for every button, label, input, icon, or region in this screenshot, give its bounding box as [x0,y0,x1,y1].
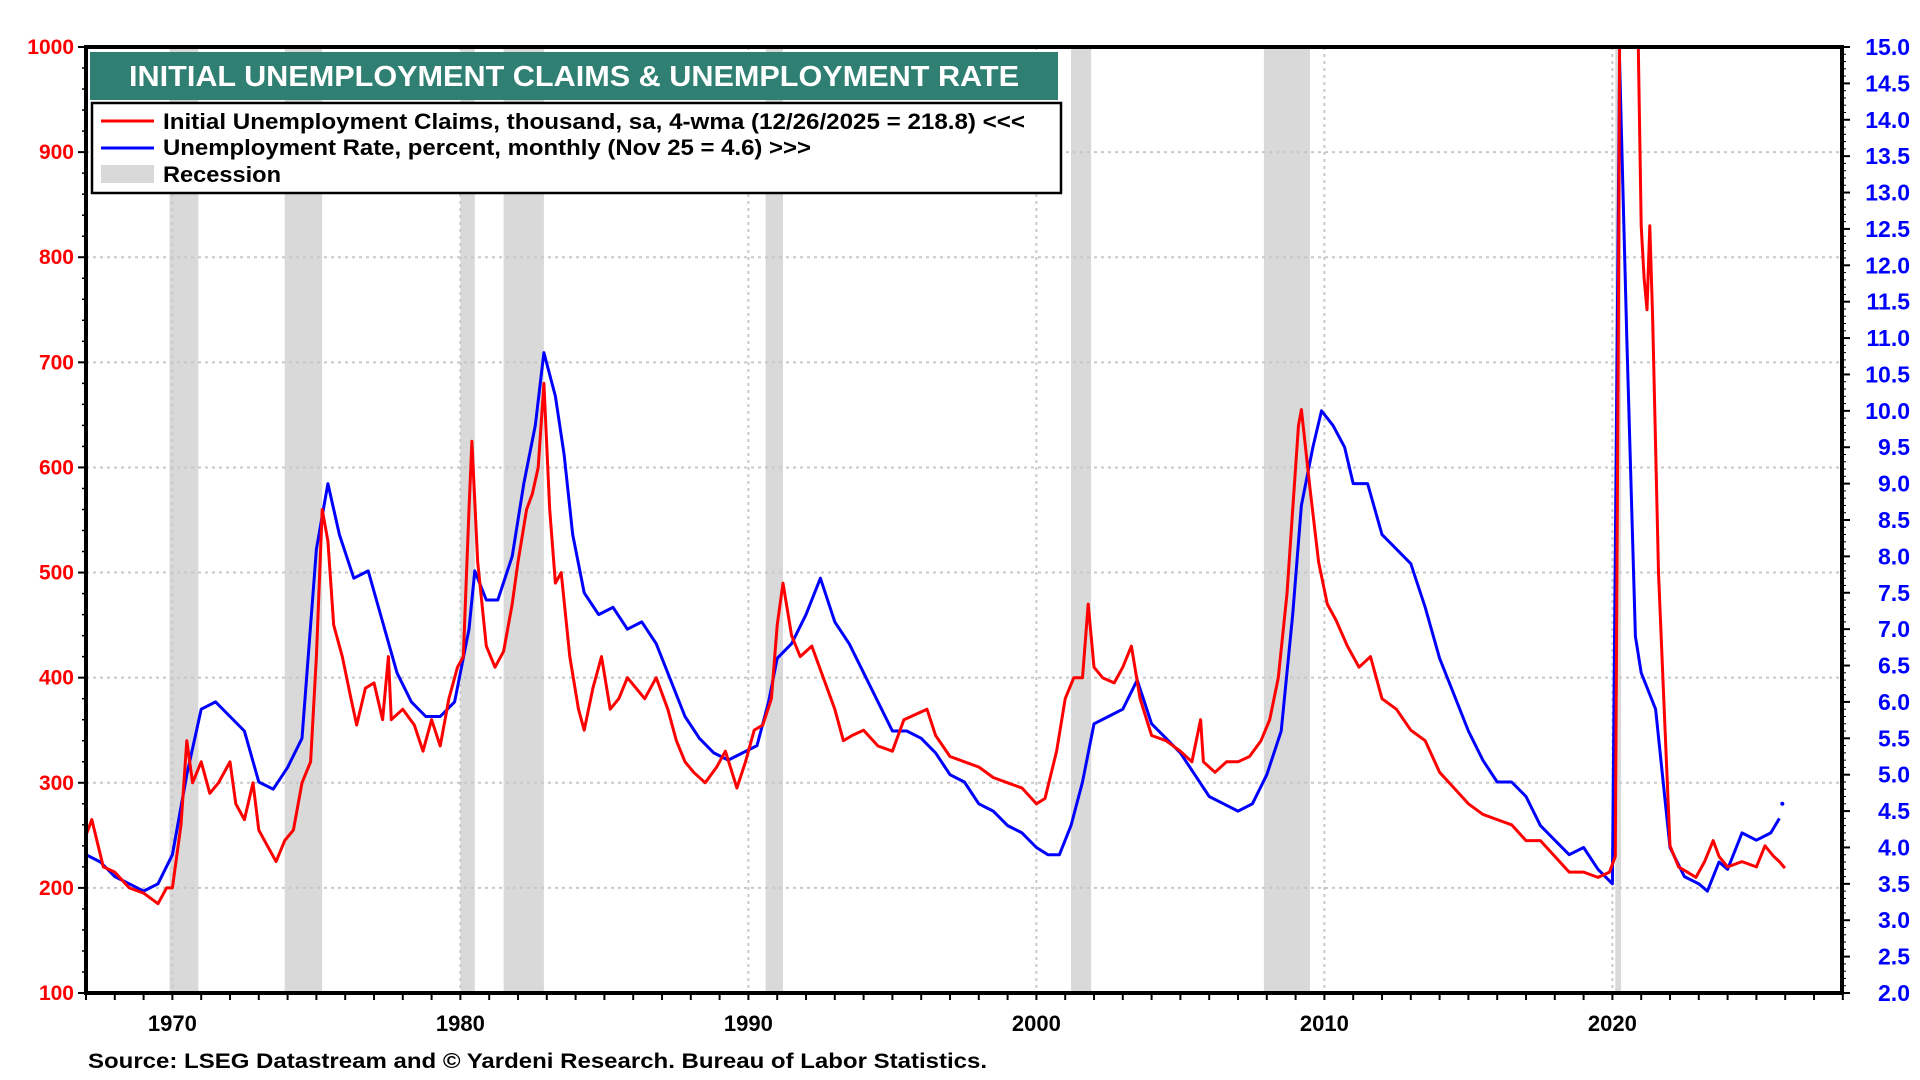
right-tick-label: 6.5 [1878,653,1910,679]
right-tick-label: 8.5 [1878,507,1910,533]
right-tick-label: 8.0 [1878,543,1910,569]
left-tick-label: 200 [39,877,74,900]
right-tick-label: 11.5 [1867,289,1911,315]
right-tick-label: 11.0 [1867,325,1911,351]
x-tick-label: 2020 [1588,1011,1637,1036]
left-tick-label: 600 [39,456,74,479]
right-tick-label: 15.0 [1865,34,1910,60]
right-tick-label: 7.0 [1878,616,1910,642]
right-tick-label: 10.0 [1865,398,1910,424]
left-tick-label: 1000 [27,36,74,59]
right-tick-label: 10.5 [1865,361,1910,387]
series-line-unemployment-rate [86,60,1781,893]
right-tick-label: 6.0 [1878,689,1910,715]
x-tick-label: 1990 [724,1011,773,1036]
right-tick-label: 14.0 [1865,107,1910,133]
right-tick-label: 12.0 [1865,252,1910,278]
right-tick-label: 5.5 [1878,725,1910,751]
chart-title: INITIAL UNEMPLOYMENT CLAIMS & UNEMPLOYME… [129,61,1019,93]
left-tick-label: 900 [39,141,74,164]
left-tick-label: 300 [39,772,74,795]
axes: 100 200 300 400 500 600 700 800 900 1000 2.0 2.5 3.0… [27,34,1910,1036]
right-tick-label: 4.0 [1878,834,1910,860]
right-tick-label: 5.0 [1878,762,1910,788]
legend-label-claims: Initial Unemployment Claims, thousand, s… [163,109,1025,134]
right-tick-label: 4.5 [1878,798,1910,824]
legend-swatch-recession [101,165,154,183]
recession-band [765,47,783,993]
right-tick-label: 7.5 [1878,580,1910,606]
recession-band [1070,47,1092,993]
legend-frame [90,101,1063,195]
x-tick-label: 1980 [436,1011,485,1036]
right-tick-label: 12.5 [1865,216,1910,242]
right-tick-label: 3.0 [1878,907,1910,933]
x-tick-label: 1970 [148,1011,197,1036]
right-tick-label: 2.5 [1878,944,1910,970]
right-tick-label: 9.0 [1878,471,1910,497]
recession-band [169,47,199,993]
title-background [90,52,1058,100]
left-tick-label: 700 [39,351,74,374]
right-tick-label: 3.5 [1878,871,1910,897]
chart-title-box: INITIAL UNEMPLOYMENT CLAIMS & UNEMPLOYME… [90,52,1058,100]
series [86,47,1787,906]
left-tick-label: 100 [39,982,74,1005]
right-tick-label: 14.5 [1865,70,1910,96]
source-note: Source: LSEG Datastream and © Yardeni Re… [88,1050,987,1073]
left-tick-label: 800 [39,246,74,269]
last-point-unemployment-rate [1780,801,1785,806]
legend-label-rate: Unemployment Rate, percent, monthly (Nov… [163,135,811,160]
right-tick-label: 2.0 [1878,980,1910,1006]
right-tick-label: 9.5 [1878,434,1910,460]
x-tick-label: 2000 [1012,1011,1061,1036]
series-line-claims [86,47,1787,906]
right-tick-label: 13.5 [1865,143,1910,169]
left-tick-label: 400 [39,667,74,690]
x-tick-label: 2010 [1300,1011,1349,1036]
right-tick-label: 13.0 [1865,180,1910,206]
legend-label-recession: Recession [163,162,281,187]
recession-band [1263,47,1310,993]
left-tick-label: 500 [39,562,74,585]
legend: Initial Unemployment Claims, thousand, s… [90,101,1063,195]
